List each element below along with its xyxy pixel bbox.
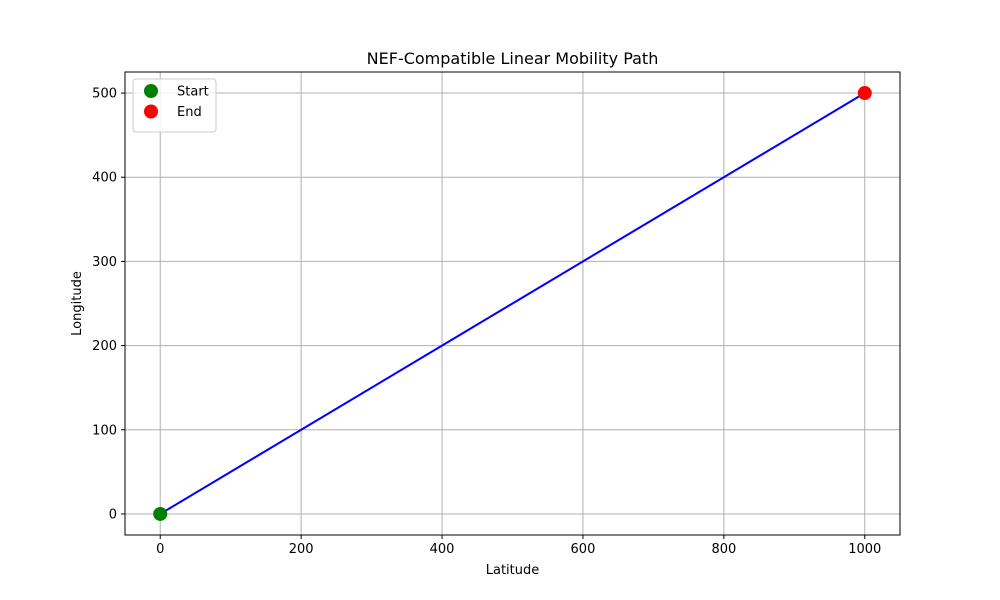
x-tick-label: 400 [430, 542, 455, 557]
plot-frame [124, 71, 901, 536]
chart-title: NEF-Compatible Linear Mobility Path [367, 49, 659, 68]
grid [125, 72, 900, 535]
y-tick-label: 300 [92, 255, 117, 270]
legend-start-swatch [144, 84, 158, 98]
x-tick-label: 600 [571, 542, 596, 557]
y-tick-label: 500 [92, 87, 117, 102]
start-marker [153, 506, 168, 521]
y-tick-label: 0 [109, 507, 117, 522]
legend: Start End [132, 78, 217, 133]
y-tick-label: 100 [92, 423, 117, 438]
x-tick-label: 800 [711, 542, 736, 557]
axis-ticks: 0 200 400 600 800 1000 0 100 200 300 400 500 [92, 87, 881, 557]
x-axis-label: Latitude [486, 563, 540, 578]
x-tick-label: 200 [289, 542, 314, 557]
legend-end-label: End [177, 105, 202, 120]
y-tick-label: 400 [92, 171, 117, 186]
legend-end-swatch [144, 104, 158, 119]
x-tick-label: 1000 [848, 542, 881, 557]
series-layer [159, 92, 866, 515]
x-tick-label: 0 [156, 542, 164, 557]
y-tick-label: 200 [92, 339, 117, 354]
marker-layer [153, 86, 872, 521]
path-line [159, 92, 866, 515]
y-axis-label: Longitude [70, 271, 85, 336]
legend-start-label: Start [177, 85, 209, 100]
end-marker [857, 86, 872, 101]
